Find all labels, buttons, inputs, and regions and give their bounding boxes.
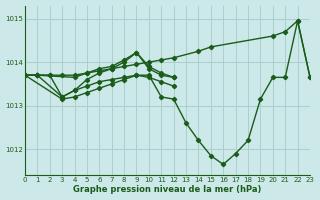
X-axis label: Graphe pression niveau de la mer (hPa): Graphe pression niveau de la mer (hPa)	[73, 185, 262, 194]
